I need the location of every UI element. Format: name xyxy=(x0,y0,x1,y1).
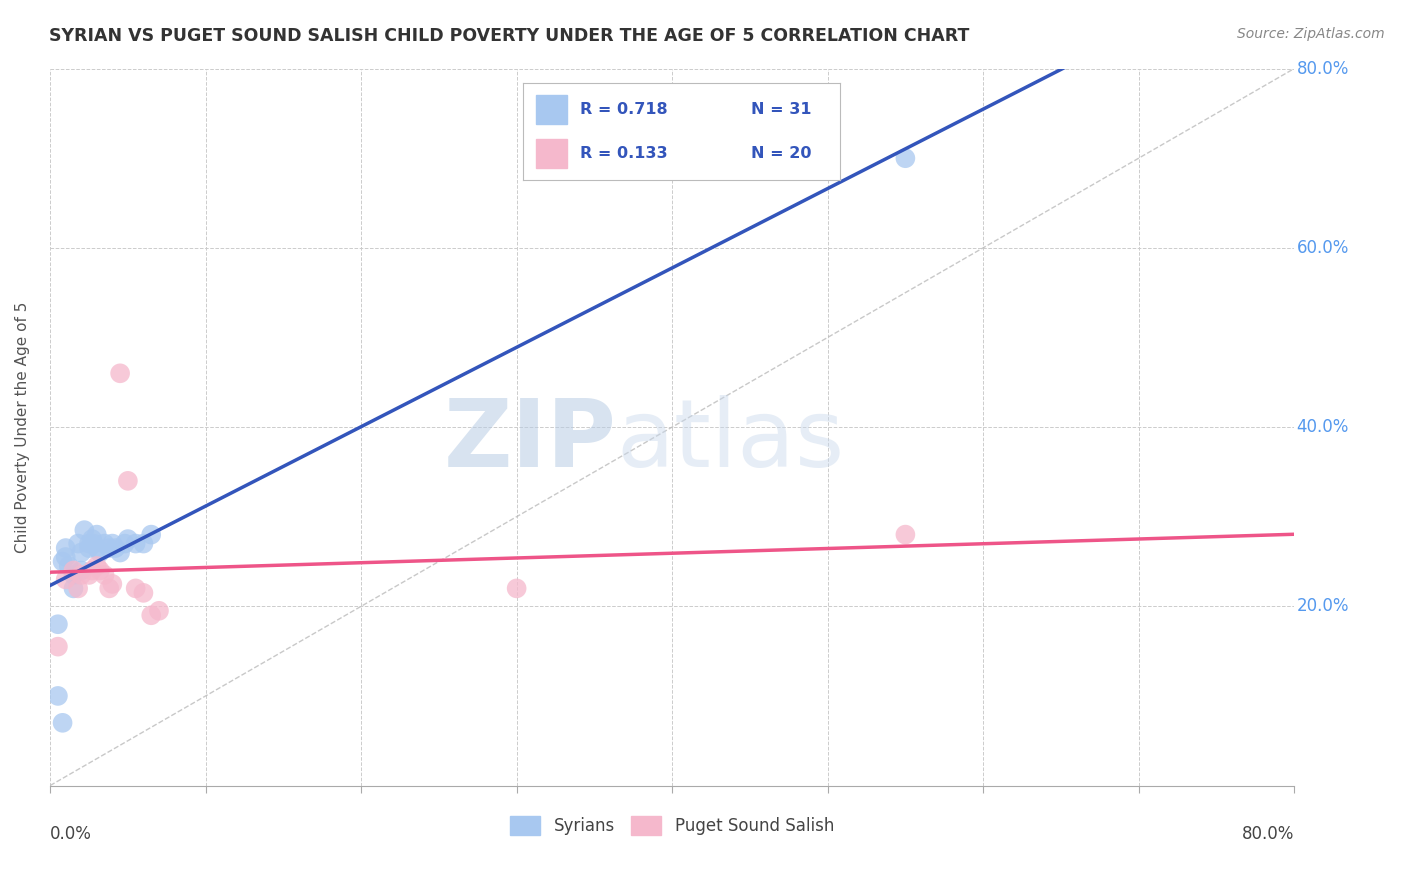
Text: 40.0%: 40.0% xyxy=(1296,418,1348,436)
Point xyxy=(98,541,121,555)
Point xyxy=(86,559,108,574)
Point xyxy=(82,564,104,578)
Point xyxy=(67,536,90,550)
Text: Source: ZipAtlas.com: Source: ZipAtlas.com xyxy=(1237,27,1385,41)
Point xyxy=(70,564,93,578)
Point xyxy=(46,640,69,654)
Point xyxy=(124,536,146,550)
Point xyxy=(46,617,69,632)
Y-axis label: Child Poverty Under the Age of 5: Child Poverty Under the Age of 5 xyxy=(15,301,30,553)
Text: 80.0%: 80.0% xyxy=(1241,825,1294,843)
Point xyxy=(52,715,75,730)
Point xyxy=(70,545,93,559)
Point xyxy=(77,536,100,550)
Point xyxy=(86,527,108,541)
Point xyxy=(124,582,146,596)
Point xyxy=(117,532,139,546)
Point xyxy=(58,559,80,574)
Point xyxy=(894,527,917,541)
Point xyxy=(505,582,527,596)
Text: 60.0%: 60.0% xyxy=(1296,239,1348,257)
Text: atlas: atlas xyxy=(616,395,845,487)
Point xyxy=(101,577,124,591)
Text: 0.0%: 0.0% xyxy=(51,825,91,843)
Point xyxy=(104,541,127,555)
Point xyxy=(62,568,84,582)
Point xyxy=(108,366,131,380)
Point xyxy=(70,568,93,582)
Point xyxy=(117,474,139,488)
Point xyxy=(132,536,155,550)
Point xyxy=(89,564,111,578)
Point xyxy=(55,573,77,587)
Point xyxy=(86,541,108,555)
Point xyxy=(894,151,917,165)
Text: 80.0%: 80.0% xyxy=(1296,60,1348,78)
Point xyxy=(89,545,111,559)
Text: 20.0%: 20.0% xyxy=(1296,598,1350,615)
Point xyxy=(108,545,131,559)
Point xyxy=(114,536,136,550)
Point xyxy=(83,536,105,550)
Point xyxy=(98,582,121,596)
Point xyxy=(141,527,163,541)
Legend: Syrians, Puget Sound Salish: Syrians, Puget Sound Salish xyxy=(503,809,841,842)
Text: ZIP: ZIP xyxy=(443,395,616,487)
Point xyxy=(52,554,75,568)
Point xyxy=(62,582,84,596)
Point xyxy=(132,586,155,600)
Point xyxy=(93,536,115,550)
Point xyxy=(62,564,84,578)
Point xyxy=(148,604,170,618)
Point xyxy=(101,536,124,550)
Point xyxy=(73,523,96,537)
Point xyxy=(141,608,163,623)
Point xyxy=(93,568,115,582)
Point xyxy=(55,549,77,564)
Point xyxy=(46,689,69,703)
Point xyxy=(77,541,100,555)
Point xyxy=(67,582,90,596)
Point xyxy=(55,541,77,555)
Point xyxy=(82,532,104,546)
Point xyxy=(77,568,100,582)
Text: SYRIAN VS PUGET SOUND SALISH CHILD POVERTY UNDER THE AGE OF 5 CORRELATION CHART: SYRIAN VS PUGET SOUND SALISH CHILD POVER… xyxy=(49,27,970,45)
